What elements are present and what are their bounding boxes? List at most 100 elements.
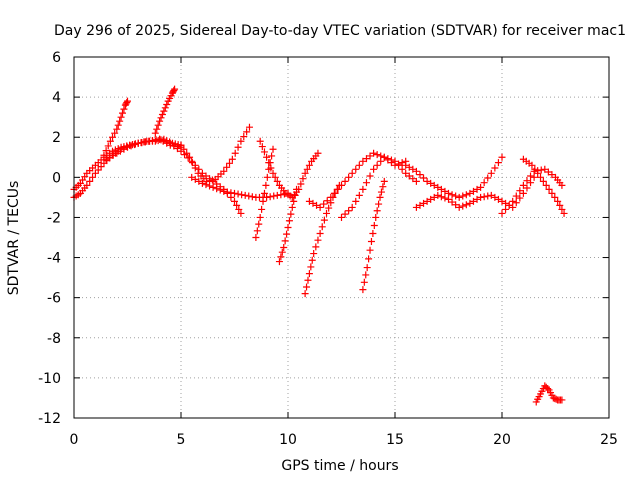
data-point (159, 137, 167, 145)
data-point (380, 153, 388, 161)
data-point (303, 283, 311, 291)
data-point (106, 137, 114, 145)
data-point (287, 210, 295, 218)
data-point (441, 194, 449, 202)
data-point (423, 177, 431, 185)
data-point (462, 191, 470, 199)
data-point (237, 209, 245, 217)
data-point (123, 98, 131, 106)
data-point (180, 145, 188, 153)
data-point (327, 193, 335, 201)
data-point (509, 197, 517, 205)
data-point (226, 159, 234, 167)
data-point (480, 193, 488, 201)
data-point (405, 163, 413, 171)
data-point (373, 161, 381, 169)
data-point (544, 168, 552, 176)
data-point (206, 182, 214, 190)
x-tick-label: 0 (70, 432, 79, 448)
data-point (170, 142, 178, 150)
x-axis-label: GPS time / hours (281, 458, 398, 474)
series-track-19 (532, 382, 566, 406)
data-point (216, 186, 224, 194)
data-point (437, 193, 445, 201)
data-point (301, 290, 309, 298)
x-tick-label: 10 (279, 432, 297, 448)
data-point (307, 263, 315, 271)
data-point (560, 209, 568, 217)
data-point (427, 195, 435, 203)
data-point (198, 179, 206, 187)
data-point (188, 157, 196, 165)
data-point (366, 246, 374, 254)
data-point (528, 161, 536, 169)
data-point (423, 197, 431, 205)
data-point (512, 192, 520, 200)
data-point (375, 200, 383, 208)
data-point (191, 175, 199, 183)
data-point (260, 148, 268, 156)
data-point (120, 105, 128, 113)
data-point (269, 145, 277, 153)
data-point (301, 169, 309, 177)
data-point (102, 147, 110, 155)
data-point (412, 203, 420, 211)
data-point (177, 141, 185, 149)
data-point (223, 163, 231, 171)
data-point (266, 193, 274, 201)
data-point (548, 171, 556, 179)
data-point (420, 199, 428, 207)
data-point (263, 193, 271, 201)
data-point (345, 207, 353, 215)
data-point (233, 201, 241, 209)
series-track-11 (301, 181, 343, 298)
data-point (238, 191, 246, 199)
series-track-10 (275, 185, 301, 266)
data-point (427, 179, 435, 187)
data-point (277, 253, 285, 261)
data-point (391, 157, 399, 165)
data-point (366, 152, 374, 160)
data-point (360, 278, 368, 286)
data-point (370, 149, 378, 157)
data-point (325, 204, 333, 212)
y-tick-label: -2 (47, 210, 61, 226)
data-point (134, 139, 142, 147)
data-point (256, 137, 264, 145)
data-point (114, 121, 122, 129)
data-point (256, 213, 264, 221)
data-point (352, 165, 360, 173)
data-point (365, 255, 373, 263)
data-point (163, 138, 171, 146)
data-point (111, 129, 119, 137)
data-point (124, 143, 131, 151)
series-track-14 (338, 153, 420, 221)
data-point (466, 189, 474, 197)
data-point (308, 256, 316, 264)
data-point (402, 169, 410, 177)
data-point (491, 193, 499, 201)
data-point (487, 169, 495, 177)
data-point (409, 175, 417, 183)
data-point (299, 175, 307, 183)
data-point (355, 191, 363, 199)
data-point (402, 161, 410, 169)
data-point (267, 164, 275, 172)
data-point (477, 193, 485, 201)
series-track-3 (100, 97, 131, 159)
data-point (116, 117, 124, 125)
data-point (106, 153, 114, 161)
series-track-8 (252, 145, 277, 241)
plot-frame (73, 56, 610, 419)
data-point (534, 169, 542, 177)
data-point (348, 169, 356, 177)
data-point (268, 152, 276, 160)
data-point (270, 192, 278, 200)
y-tick-label: 6 (52, 50, 61, 66)
data-point (89, 173, 97, 181)
data-point (310, 250, 318, 258)
data-point (412, 177, 420, 185)
data-point (291, 191, 299, 199)
data-point (269, 169, 277, 177)
data-point (452, 201, 460, 209)
